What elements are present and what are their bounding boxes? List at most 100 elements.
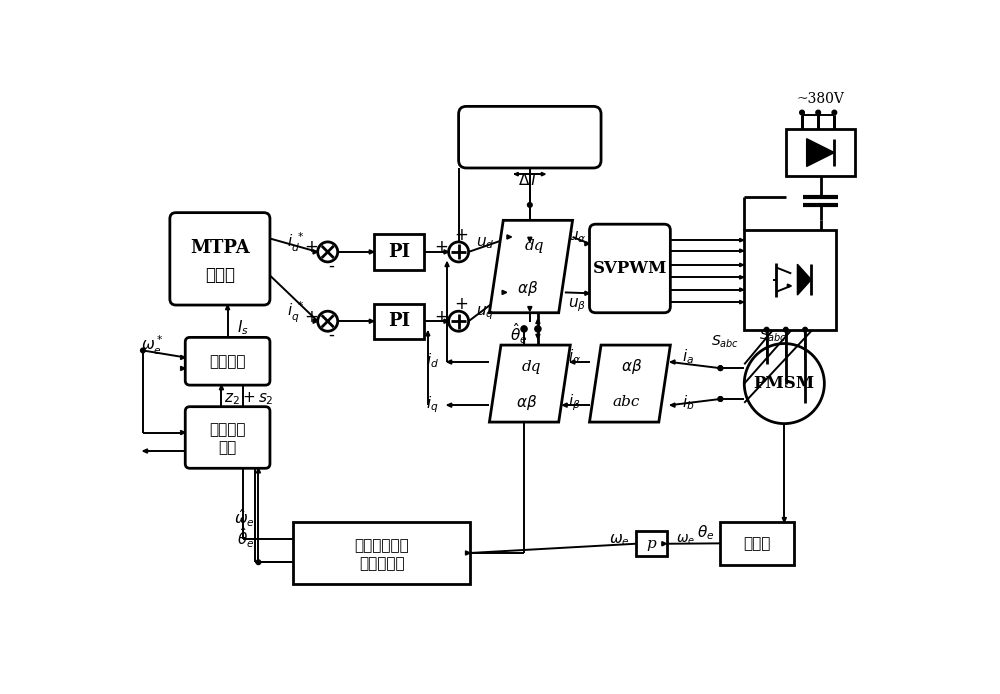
Polygon shape bbox=[585, 242, 590, 246]
Text: $\omega_e^*$: $\omega_e^*$ bbox=[141, 334, 164, 357]
Polygon shape bbox=[740, 276, 744, 279]
Polygon shape bbox=[444, 250, 449, 254]
Bar bbox=[786, 130, 855, 176]
Text: +: + bbox=[435, 238, 449, 256]
Text: $i_d$: $i_d$ bbox=[426, 351, 439, 370]
FancyBboxPatch shape bbox=[185, 337, 270, 385]
Text: ~380V: ~380V bbox=[797, 92, 844, 105]
Polygon shape bbox=[426, 331, 430, 336]
Polygon shape bbox=[740, 288, 744, 291]
Polygon shape bbox=[369, 319, 374, 323]
Circle shape bbox=[256, 560, 261, 564]
Polygon shape bbox=[670, 403, 675, 407]
Polygon shape bbox=[489, 345, 570, 422]
Bar bbox=[374, 234, 424, 270]
Text: $i_\beta$: $i_\beta$ bbox=[568, 393, 581, 413]
Polygon shape bbox=[536, 335, 540, 339]
Text: $S_{abc}$: $S_{abc}$ bbox=[759, 328, 787, 344]
Text: $\hat{\theta}_e$: $\hat{\theta}_e$ bbox=[237, 525, 255, 550]
Text: +: + bbox=[435, 307, 449, 325]
Polygon shape bbox=[585, 291, 590, 296]
Text: $\alpha\beta$: $\alpha\beta$ bbox=[621, 357, 643, 376]
Polygon shape bbox=[590, 345, 670, 422]
Polygon shape bbox=[570, 360, 575, 364]
Circle shape bbox=[764, 328, 769, 332]
Polygon shape bbox=[447, 403, 452, 407]
Text: dq: dq bbox=[522, 359, 542, 373]
Text: 置提取模块: 置提取模块 bbox=[359, 556, 404, 571]
Polygon shape bbox=[507, 235, 512, 239]
Circle shape bbox=[800, 110, 804, 115]
Text: 扰动估计: 扰动估计 bbox=[209, 423, 246, 438]
Circle shape bbox=[784, 328, 788, 332]
Polygon shape bbox=[181, 430, 185, 434]
Text: $u_\beta$: $u_\beta$ bbox=[568, 296, 586, 314]
Polygon shape bbox=[740, 249, 744, 253]
Polygon shape bbox=[143, 449, 148, 453]
Polygon shape bbox=[181, 366, 185, 371]
Text: $\hat{\omega}_e$: $\hat{\omega}_e$ bbox=[234, 507, 255, 529]
FancyBboxPatch shape bbox=[459, 106, 601, 168]
Polygon shape bbox=[670, 360, 675, 364]
Polygon shape bbox=[256, 468, 260, 473]
Polygon shape bbox=[313, 319, 318, 323]
Circle shape bbox=[718, 397, 723, 401]
Text: $z_2 + s_2$: $z_2 + s_2$ bbox=[224, 391, 273, 407]
Text: $u_d$: $u_d$ bbox=[476, 235, 495, 251]
Polygon shape bbox=[807, 139, 834, 167]
Text: 编码器: 编码器 bbox=[743, 536, 771, 551]
Polygon shape bbox=[489, 220, 573, 313]
Bar bbox=[636, 532, 666, 556]
Polygon shape bbox=[226, 305, 230, 310]
Polygon shape bbox=[787, 284, 791, 287]
FancyBboxPatch shape bbox=[185, 407, 270, 468]
Circle shape bbox=[528, 203, 532, 208]
Polygon shape bbox=[740, 239, 744, 242]
Polygon shape bbox=[541, 172, 545, 176]
Text: PI: PI bbox=[388, 312, 410, 330]
Polygon shape bbox=[502, 290, 507, 294]
Text: $\alpha\beta$: $\alpha\beta$ bbox=[517, 279, 539, 298]
Circle shape bbox=[832, 110, 837, 115]
Text: 控制器: 控制器 bbox=[205, 266, 235, 284]
Polygon shape bbox=[528, 237, 532, 242]
FancyBboxPatch shape bbox=[170, 212, 270, 305]
Circle shape bbox=[535, 325, 541, 332]
Text: $i_q$: $i_q$ bbox=[426, 395, 439, 416]
Polygon shape bbox=[514, 172, 518, 176]
Text: $I_s$: $I_s$ bbox=[237, 319, 249, 337]
Text: $\omega_e$: $\omega_e$ bbox=[609, 532, 630, 548]
Circle shape bbox=[803, 328, 807, 332]
Text: $i_b$: $i_b$ bbox=[682, 393, 694, 412]
Polygon shape bbox=[563, 403, 567, 407]
Polygon shape bbox=[181, 355, 185, 359]
Circle shape bbox=[718, 366, 723, 371]
Text: dq: dq bbox=[525, 239, 545, 253]
Polygon shape bbox=[662, 541, 666, 545]
Polygon shape bbox=[219, 385, 224, 390]
Polygon shape bbox=[528, 307, 532, 311]
Circle shape bbox=[718, 397, 723, 401]
FancyBboxPatch shape bbox=[590, 224, 670, 313]
Text: +: + bbox=[455, 295, 469, 313]
Text: $\hat{\theta}_e$: $\hat{\theta}_e$ bbox=[510, 321, 528, 346]
Text: p: p bbox=[646, 536, 656, 551]
Text: $u_q$: $u_q$ bbox=[476, 304, 494, 321]
Text: -: - bbox=[328, 326, 334, 344]
Text: 控制模块: 控制模块 bbox=[209, 354, 246, 369]
Text: 模块: 模块 bbox=[218, 441, 237, 455]
Text: $\omega_e$: $\omega_e$ bbox=[676, 533, 695, 547]
Bar bbox=[720, 522, 794, 564]
Bar bbox=[374, 303, 424, 339]
Text: $S_{abc}$: $S_{abc}$ bbox=[711, 334, 739, 350]
Polygon shape bbox=[740, 301, 744, 304]
Circle shape bbox=[718, 366, 723, 371]
Text: $i_\alpha$: $i_\alpha$ bbox=[568, 347, 581, 366]
Text: +: + bbox=[455, 226, 469, 244]
Bar bbox=[744, 230, 836, 330]
Text: +: + bbox=[304, 307, 318, 325]
Polygon shape bbox=[740, 263, 744, 266]
Circle shape bbox=[521, 325, 527, 332]
Text: $i_a$: $i_a$ bbox=[682, 347, 694, 366]
Text: $\Delta T$: $\Delta T$ bbox=[518, 171, 541, 187]
